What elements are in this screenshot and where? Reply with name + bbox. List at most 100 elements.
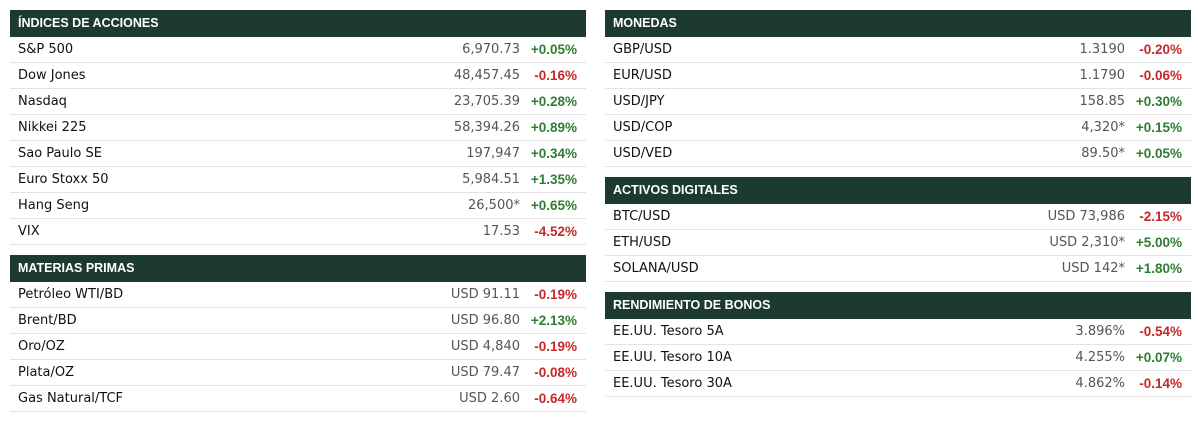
instrument-value: 48,457.45 [453,68,520,83]
instrument-value: 4.862% [1075,376,1125,391]
instrument-change: -0.54% [1139,324,1182,339]
instrument-value: 3.896% [1075,324,1125,339]
instrument-name: BTC/USD [613,209,671,224]
instrument-name: EE.UU. Tesoro 10A [613,350,732,365]
instrument-name: GBP/USD [613,42,672,57]
quote-row-hang-seng[interactable]: Hang Seng 26,500* +0.65% [10,193,586,219]
instrument-name: VIX [18,224,40,239]
instrument-name: USD/VED [613,146,673,161]
quote-row-usd-ved[interactable]: USD/VED 89.50* +0.05% [605,141,1191,167]
instrument-change: +0.34% [530,146,577,161]
instrument-name: Gas Natural/TCF [18,391,124,406]
instrument-value: 1.3190 [1079,42,1126,57]
instrument-value: USD 4,840 [450,339,520,354]
instrument-name: Plata/OZ [18,365,74,380]
panel-title: MONEDAS [605,10,1191,37]
instrument-change: -0.19% [534,287,577,302]
quote-row-sao-paulo-se[interactable]: Sao Paulo SE 197,947 +0.34% [10,141,586,167]
instrument-change: +0.65% [530,198,577,213]
instrument-value: 5,984.51 [462,172,520,187]
quote-row-btc-usd[interactable]: BTC/USD USD 73,986 -2.15% [605,204,1191,230]
instrument-change: -0.06% [1139,68,1182,83]
instrument-name: Hang Seng [18,198,90,213]
instrument-change: +0.89% [530,120,577,135]
instrument-name: Nikkei 225 [18,120,87,135]
instrument-change: -0.19% [534,339,577,354]
instrument-value: 26,500* [468,198,520,213]
instrument-value: USD 96.80 [450,313,520,328]
instrument-name: Dow Jones [18,68,86,83]
instrument-change: +5.00% [1135,235,1182,250]
instrument-change: +0.05% [530,42,577,57]
panel-materias-primas: MATERIAS PRIMAS Petróleo WTI/BD USD 91.11-… [10,255,586,412]
instrument-change: -0.64% [534,391,577,406]
quote-row-usd-jpy[interactable]: USD/JPY 158.85 +0.30% [605,89,1191,115]
instrument-name: Oro/OZ [18,339,65,354]
quote-row-ee-uu-tesoro-30a[interactable]: EE.UU. Tesoro 30A 4.862% -0.14% [605,371,1191,397]
panel-title: ÍNDICES DE ACCIONES [10,10,586,37]
quote-row-nasdaq[interactable]: Nasdaq 23,705.39 +0.28% [10,89,586,115]
right-column: MONEDAS GBP/USD 1.3190 -0.20% EUR/USD 1.1790-… [605,10,1191,397]
instrument-value: 89.50* [1081,146,1125,161]
panel-monedas: MONEDAS GBP/USD 1.3190 -0.20% EUR/USD 1.1790-… [605,10,1191,167]
instrument-name: Sao Paulo SE [18,146,102,161]
instrument-value: 1.1790 [1079,68,1126,83]
instrument-change: -0.14% [1139,376,1182,391]
instrument-value: USD 73,986 [1047,209,1125,224]
panel-rendimiento-de-bonos: RENDIMIENTO DE BONOS EE.UU. Tesoro 5A 3.89… [605,292,1191,397]
instrument-change: +1.80% [1135,261,1182,276]
instrument-value: USD 142* [1061,261,1125,276]
instrument-change: -0.16% [534,68,577,83]
panel-activos-digitales: ACTIVOS DIGITALES BTC/USD USD 73,986 -2.15%… [605,177,1191,282]
quote-row-nikkei-225[interactable]: Nikkei 225 58,394.26 +0.89% [10,115,586,141]
quote-row-brent-bd[interactable]: Brent/BD USD 96.80 +2.13% [10,308,586,334]
instrument-name: EE.UU. Tesoro 30A [613,376,732,391]
instrument-name: SOLANA/USD [613,261,699,276]
quote-row-dow-jones[interactable]: Dow Jones 48,457.45 -0.16% [10,63,586,89]
quote-row-gbp-usd[interactable]: GBP/USD 1.3190 -0.20% [605,37,1191,63]
instrument-change: -0.20% [1139,42,1182,57]
quote-row-plata-oz[interactable]: Plata/OZ USD 79.47 -0.08% [10,360,586,386]
instrument-value: 197,947 [466,146,520,161]
instrument-name: Petróleo WTI/BD [18,287,124,302]
instrument-value: USD 2.60 [459,391,520,406]
instrument-name: EUR/USD [613,68,672,83]
quote-row-petroleo-wti-bd[interactable]: Petróleo WTI/BD USD 91.11 -0.19% [10,282,586,308]
instrument-change: -4.52% [534,224,577,239]
instrument-name: Brent/BD [18,313,77,328]
quote-row-solana-usd[interactable]: SOLANA/USD USD 142* +1.80% [605,256,1191,282]
instrument-change: +2.13% [530,313,577,328]
panel-indices-de-acciones: ÍNDICES DE ACCIONES S&P 500 6,970.73 +0.05%… [10,10,586,245]
quote-row-eur-usd[interactable]: EUR/USD 1.1790 -0.06% [605,63,1191,89]
panel-title: MATERIAS PRIMAS [10,255,586,282]
quote-row-oro-oz[interactable]: Oro/OZ USD 4,840 -0.19% [10,334,586,360]
instrument-value: 17.53 [482,224,520,239]
instrument-change: +1.35% [530,172,577,187]
instrument-value: 4,320* [1081,120,1125,135]
instrument-name: S&P 500 [18,42,74,57]
instrument-change: +0.28% [530,94,577,109]
quote-row-gas-natural-tcf[interactable]: Gas Natural/TCF USD 2.60 -0.64% [10,386,586,412]
quote-row-ee-uu-tesoro-5a[interactable]: EE.UU. Tesoro 5A 3.896% -0.54% [605,319,1191,345]
instrument-value: 23,705.39 [453,94,520,109]
quote-row-usd-cop[interactable]: USD/COP 4,320* +0.15% [605,115,1191,141]
instrument-change: -0.08% [534,365,577,380]
quote-row-ee-uu-tesoro-10a[interactable]: EE.UU. Tesoro 10A 4.255% +0.07% [605,345,1191,371]
panel-title: ACTIVOS DIGITALES [605,177,1191,204]
instrument-value: 58,394.26 [453,120,520,135]
instrument-value: 4.255% [1075,350,1125,365]
instrument-value: USD 91.11 [450,287,520,302]
left-column: ÍNDICES DE ACCIONES S&P 500 6,970.73 +0.05%… [10,10,586,412]
quote-row-vix[interactable]: VIX 17.53 -4.52% [10,219,586,245]
instrument-name: USD/COP [613,120,673,135]
instrument-change: +0.07% [1135,350,1182,365]
quote-row-euro-stoxx-50[interactable]: Euro Stoxx 50 5,984.51 +1.35% [10,167,586,193]
instrument-value: USD 79.47 [450,365,520,380]
instrument-change: +0.05% [1135,146,1182,161]
quote-row-eth-usd[interactable]: ETH/USD USD 2,310* +5.00% [605,230,1191,256]
instrument-change: +0.15% [1135,120,1182,135]
panel-title: RENDIMIENTO DE BONOS [605,292,1191,319]
quote-row-s-p-500[interactable]: S&P 500 6,970.73 +0.05% [10,37,586,63]
instrument-name: USD/JPY [613,94,665,109]
instrument-value: 6,970.73 [462,42,520,57]
